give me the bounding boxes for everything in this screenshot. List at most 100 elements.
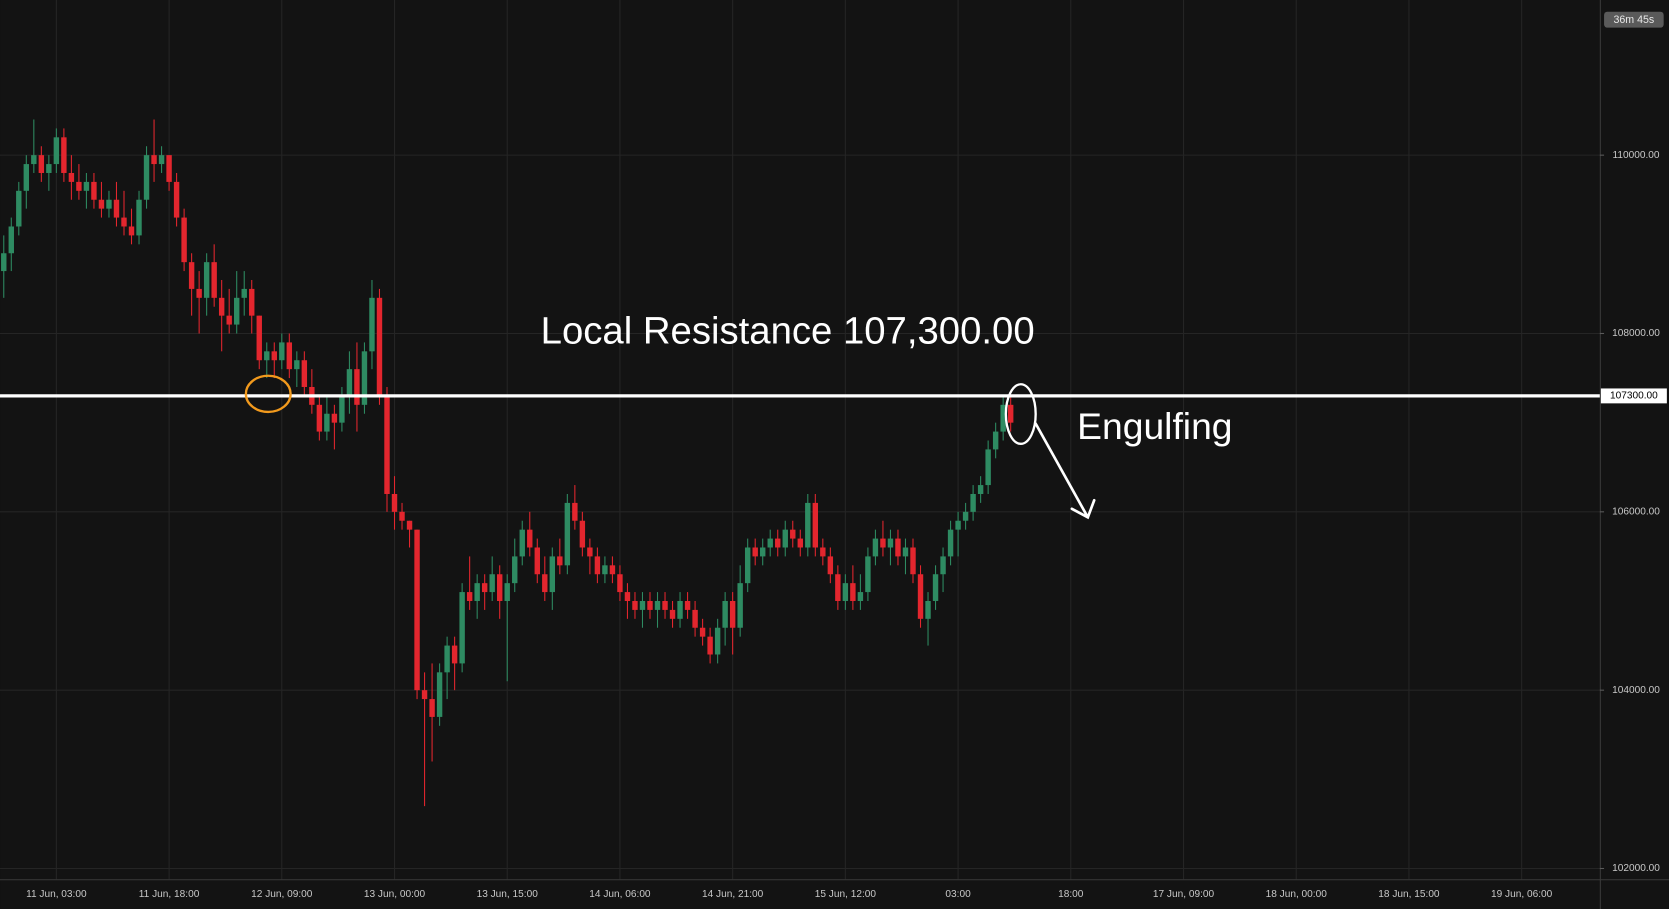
candle-body <box>624 592 631 601</box>
arrow <box>1034 422 1096 520</box>
candle-body <box>301 360 308 387</box>
x-tick-label: 18 Jun, 15:00 <box>1378 889 1440 900</box>
x-tick-label: 18:00 <box>1058 889 1084 900</box>
candle-body <box>587 547 593 557</box>
candle-body <box>241 288 247 298</box>
candle-body <box>46 164 52 173</box>
candle-body <box>970 493 976 512</box>
candle-body <box>805 502 811 548</box>
candle-body <box>790 529 796 539</box>
candle-body <box>203 262 210 298</box>
candle-body <box>316 404 323 432</box>
candle-body <box>279 342 285 361</box>
candle-body <box>564 502 571 566</box>
candle-body <box>91 181 97 200</box>
candle-body <box>497 574 503 601</box>
candle-body <box>714 627 721 655</box>
candle-body <box>1 253 7 272</box>
candle-body <box>632 600 638 610</box>
candle-body <box>166 155 172 182</box>
candle-body <box>53 137 60 165</box>
candle-body <box>880 538 886 548</box>
candle-body <box>662 600 668 610</box>
candle-body <box>677 600 683 619</box>
candle-body <box>932 574 939 601</box>
candle-body <box>68 172 75 182</box>
candle-body <box>136 199 142 236</box>
candle-body <box>842 583 849 601</box>
candle-body <box>173 181 180 218</box>
candle-body <box>391 493 398 512</box>
candle-body <box>234 297 240 325</box>
candle-body <box>444 645 450 673</box>
candle-body <box>782 529 788 548</box>
candle-body <box>414 529 420 691</box>
candle-body <box>940 556 946 575</box>
candle-body <box>143 155 150 200</box>
candle-body <box>249 288 255 316</box>
candle-body <box>211 262 217 298</box>
candle-body <box>76 181 82 191</box>
candle-body <box>294 360 300 370</box>
candle-body <box>151 155 157 165</box>
candle-body <box>707 636 713 655</box>
candle-body <box>369 297 375 352</box>
candle-body <box>106 199 112 209</box>
candle-body <box>992 431 999 450</box>
candle-body <box>196 288 202 298</box>
candle-body <box>835 574 841 601</box>
candle-body <box>744 547 751 584</box>
candle-body <box>466 592 473 601</box>
candle-body <box>579 520 586 548</box>
candle-body <box>527 529 533 548</box>
x-tick-label: 15 Jun, 12:00 <box>815 889 877 900</box>
candle-body <box>752 547 758 557</box>
annotation-resistance: Local Resistance 107,300.00 <box>541 309 1035 352</box>
candle-body <box>594 556 601 575</box>
candle-body <box>1007 404 1014 423</box>
candle-body <box>729 600 736 628</box>
grid <box>0 0 1600 880</box>
candle-body <box>128 226 135 236</box>
candle-body <box>376 297 383 396</box>
candle-body <box>947 529 954 557</box>
candle-body <box>549 556 556 593</box>
y-tick-label: 110000.00 <box>1612 150 1659 161</box>
candle-body <box>850 583 856 601</box>
axes: 11 Jun, 03:00 11 Jun, 18:00 12 Jun, 09:00 1… <box>0 150 1667 900</box>
candle-body <box>895 538 901 557</box>
candle-body <box>542 574 548 593</box>
resistance-label: 107300.00 <box>1610 391 1658 402</box>
candle-body <box>925 600 931 619</box>
candle-body <box>158 155 165 165</box>
candle-body <box>121 217 127 227</box>
candle-body <box>512 556 518 584</box>
candle-body <box>985 449 991 486</box>
candle-body <box>812 502 819 548</box>
annotation-engulfing: Engulfing <box>1077 405 1232 447</box>
candle-body <box>820 547 826 557</box>
candle-body <box>264 351 270 361</box>
candle-body <box>31 155 37 165</box>
candle-body <box>429 699 435 717</box>
candle-body <box>519 529 525 557</box>
candle-body <box>887 538 894 548</box>
candle-body <box>181 217 187 263</box>
candle-body <box>639 600 646 610</box>
candle-body <box>271 351 277 361</box>
candle-body <box>451 645 458 664</box>
candle-body <box>722 600 728 628</box>
candle-body <box>346 369 353 396</box>
candle-body <box>324 413 330 432</box>
x-tick-label: 19 Jun, 06:00 <box>1491 889 1553 900</box>
candle-body <box>474 583 480 601</box>
candle-body <box>902 547 909 557</box>
candle-body <box>775 538 781 548</box>
y-tick-label: 102000.00 <box>1612 863 1660 874</box>
candle-body <box>1000 404 1006 432</box>
candle-body <box>361 351 368 405</box>
x-tick-label: 11 Jun, 03:00 <box>26 889 87 900</box>
candle-body <box>617 574 623 593</box>
